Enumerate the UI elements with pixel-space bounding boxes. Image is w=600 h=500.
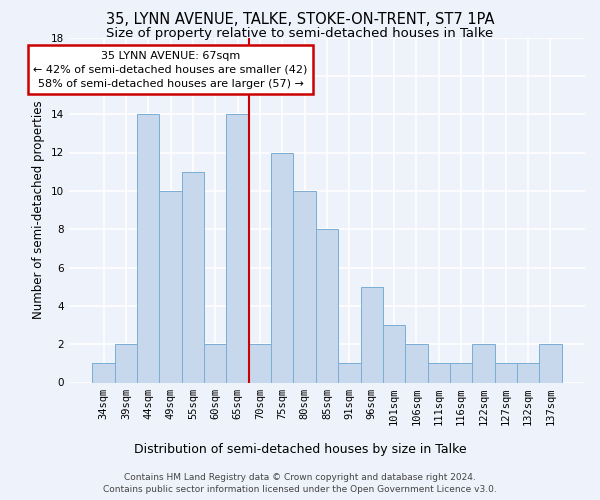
Bar: [204, 344, 226, 383]
Bar: [226, 114, 249, 382]
Text: 35, LYNN AVENUE, TALKE, STOKE-ON-TRENT, ST7 1PA: 35, LYNN AVENUE, TALKE, STOKE-ON-TRENT, …: [106, 12, 494, 28]
Bar: [472, 344, 494, 383]
Text: Size of property relative to semi-detached houses in Talke: Size of property relative to semi-detach…: [106, 28, 494, 40]
Bar: [517, 364, 539, 382]
Bar: [539, 344, 562, 383]
Bar: [137, 114, 160, 382]
Bar: [428, 364, 450, 382]
Bar: [450, 364, 472, 382]
Bar: [293, 191, 316, 382]
Bar: [405, 344, 428, 383]
Bar: [92, 364, 115, 382]
Bar: [271, 152, 293, 382]
Bar: [316, 229, 338, 382]
Bar: [361, 286, 383, 382]
Bar: [160, 191, 182, 382]
Text: 35 LYNN AVENUE: 67sqm
← 42% of semi-detached houses are smaller (42)
58% of semi: 35 LYNN AVENUE: 67sqm ← 42% of semi-deta…: [34, 51, 308, 89]
Text: Contains public sector information licensed under the Open Government Licence v3: Contains public sector information licen…: [103, 485, 497, 494]
Bar: [115, 344, 137, 383]
Bar: [383, 325, 405, 382]
Bar: [182, 172, 204, 382]
Bar: [494, 364, 517, 382]
Bar: [249, 344, 271, 383]
Text: Distribution of semi-detached houses by size in Talke: Distribution of semi-detached houses by …: [134, 442, 466, 456]
Y-axis label: Number of semi-detached properties: Number of semi-detached properties: [32, 100, 46, 320]
Bar: [338, 364, 361, 382]
Text: Contains HM Land Registry data © Crown copyright and database right 2024.: Contains HM Land Registry data © Crown c…: [124, 472, 476, 482]
